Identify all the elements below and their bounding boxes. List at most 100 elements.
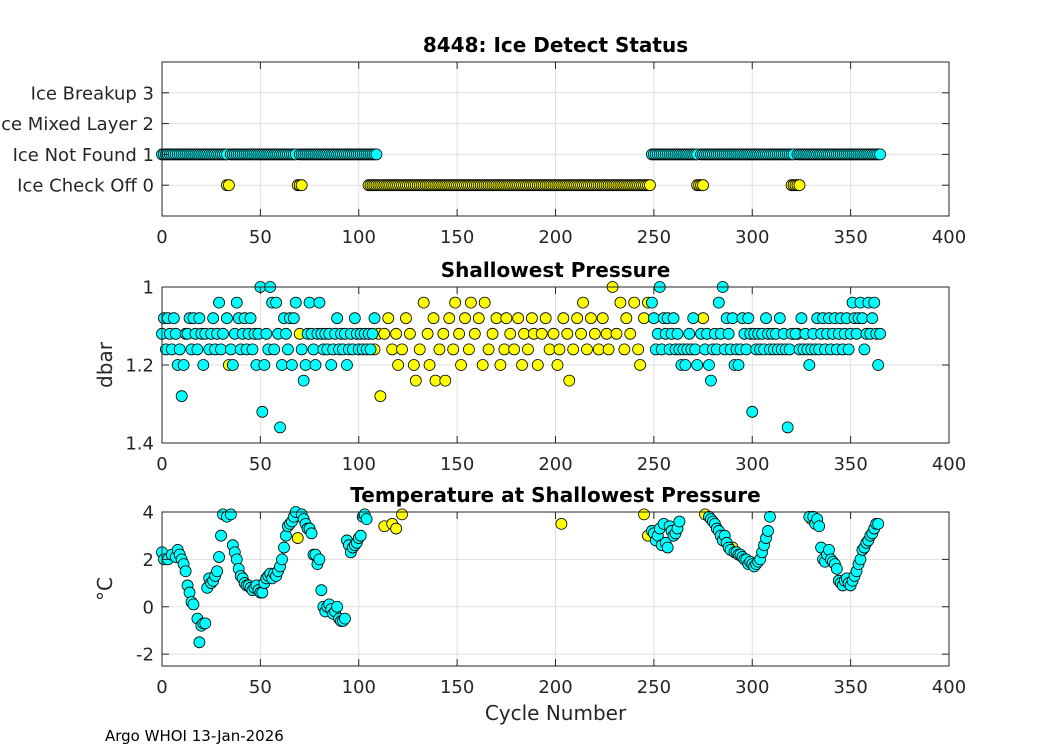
temperature-data-point: [291, 532, 304, 544]
pressure-data-point: [856, 312, 869, 325]
pressure-data-point: [842, 343, 855, 356]
pressure-data-point: [287, 312, 300, 325]
pressure-data-point: [464, 296, 477, 309]
temperature-data-point: [256, 586, 269, 599]
temperature-xlabel: Cycle Number: [485, 701, 627, 725]
pressure-data-point: [274, 421, 286, 434]
pressure-data-point: [746, 405, 759, 418]
pressure-ytick-label: 1.2: [125, 356, 154, 377]
pressure-data-point: [522, 343, 534, 356]
pressure-ytick-label: 1: [143, 278, 154, 299]
temperature-xtick-label: 50: [249, 677, 272, 698]
temperature-xtick-label: 100: [342, 677, 376, 698]
ice-data-point: [370, 148, 383, 161]
pressure-data-point: [726, 312, 739, 325]
temperature-data-point: [280, 529, 292, 542]
pressure-data-point: [600, 327, 613, 340]
pressure-series-buoyant: [156, 281, 887, 434]
pressure-data-point: [468, 327, 481, 340]
pressure-data-point: [705, 374, 717, 387]
pressure-data-point: [614, 296, 627, 309]
temperature-data-point: [224, 508, 237, 521]
ice-xtick-label: 0: [156, 227, 167, 248]
pressure-data-point: [634, 359, 646, 371]
pressure-data-point: [773, 312, 786, 325]
pressure-data-point: [193, 312, 206, 325]
pressure-data-point: [872, 359, 885, 371]
temperature-data-point: [360, 513, 373, 526]
pressure-data-point: [691, 359, 704, 371]
pressure-data-point: [447, 343, 460, 356]
pressure-data-point: [289, 296, 302, 309]
pressure-data-point: [671, 327, 684, 340]
temperature-data-point: [213, 551, 225, 563]
temperature-data-point: [555, 517, 568, 530]
pressure-data-point: [453, 327, 465, 340]
pressure-data-point: [463, 343, 475, 356]
pressure-data-point: [628, 296, 641, 309]
pressure-data-point: [407, 359, 420, 371]
pressure-data-point: [498, 343, 511, 356]
pressure-panel: 0 50 100 150 200 250 300 350 400 1 1.2 1.4 Shallowes…: [93, 258, 966, 475]
ice-ytick-label: Ice Not Found 1: [13, 145, 154, 166]
pressure-data-point: [803, 359, 816, 371]
temperature-data-point: [872, 517, 885, 530]
pressure-data-point: [610, 327, 623, 340]
pressure-data-point: [781, 421, 794, 434]
pressure-xtick-label: 200: [538, 454, 572, 475]
pressure-data-point: [423, 359, 436, 371]
pressure-data-point: [455, 359, 467, 371]
pressure-data-point: [667, 312, 680, 325]
ice-ytick-label: Ice Mixed Layer 2: [0, 114, 154, 135]
temperature-xtick-label: 250: [637, 677, 671, 698]
ice-series-status-1: [156, 148, 887, 161]
pressure-data-point: [207, 312, 220, 325]
pressure-data-point: [557, 312, 570, 325]
pressure-data-point: [175, 390, 188, 403]
pressure-data-point: [646, 296, 658, 309]
temperature-data-point: [661, 541, 674, 554]
pressure-data-point: [561, 327, 574, 340]
pressure-data-point: [638, 312, 650, 325]
pressure-data-point: [230, 296, 243, 309]
pressure-data-point: [197, 359, 210, 371]
pressure-data-point: [647, 312, 660, 325]
pressure-data-point: [366, 327, 379, 340]
temperature-xtick-label: 200: [538, 677, 572, 698]
pressure-data-point: [486, 327, 499, 340]
pressure-data-point: [280, 327, 292, 340]
pressure-data-point: [581, 343, 593, 356]
ice-xtick-label: 100: [342, 227, 376, 248]
pressure-data-point: [850, 327, 863, 340]
pressure-data-point: [783, 343, 796, 356]
pressure-xtick-label: 0: [156, 454, 167, 475]
pressure-data-point: [575, 327, 587, 340]
pressure-data-point: [500, 312, 513, 325]
pressure-data-point: [429, 374, 442, 387]
pressure-xtick-label: 50: [249, 454, 272, 475]
pressure-data-point: [789, 327, 802, 340]
pressure-data-point: [285, 359, 298, 371]
ice-data-point: [295, 179, 308, 192]
pressure-data-point: [760, 312, 772, 325]
pressure-data-point: [687, 312, 700, 325]
ice-ytick-label: Ice Breakup 3: [31, 83, 154, 104]
pressure-data-point: [392, 359, 405, 371]
pressure-data-point: [382, 312, 395, 325]
pressure-data-point: [297, 374, 310, 387]
pressure-data-point: [313, 296, 326, 309]
pressure-data-point: [632, 343, 645, 356]
ice-chart-title: 8448: Ice Detect Status: [423, 33, 688, 57]
pressure-data-point: [256, 405, 269, 418]
pressure-data-point: [427, 312, 440, 325]
pressure-data-point: [712, 296, 725, 309]
ice-xtick-label: 400: [932, 227, 966, 248]
temperature-data-point: [762, 525, 774, 537]
ice-data-point: [874, 148, 887, 161]
pressure-data-point: [374, 390, 387, 403]
pressure-data-point: [482, 343, 495, 356]
temperature-data-point: [183, 586, 196, 599]
pressure-xtick-label: 350: [833, 454, 867, 475]
temperature-data-point: [331, 600, 344, 613]
temperature-ylabel: °C: [93, 577, 117, 601]
